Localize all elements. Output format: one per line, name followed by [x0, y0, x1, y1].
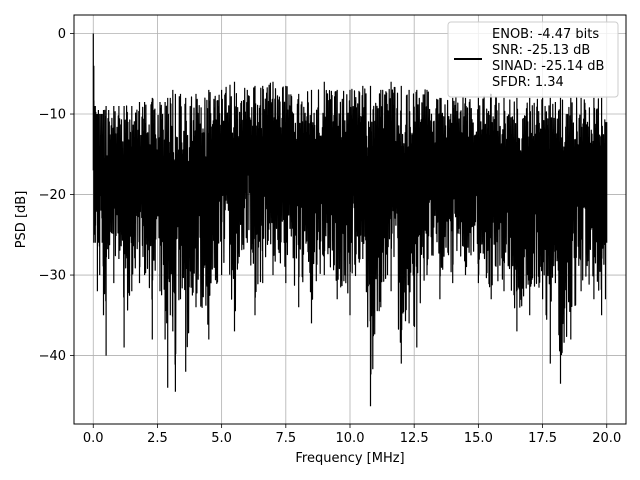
x-tick-label: 0.0: [83, 431, 104, 446]
legend-enob: ENOB: -4.47 bits: [492, 27, 599, 42]
y-tick-label: −10: [39, 108, 66, 123]
legend-box: [447, 21, 619, 98]
x-tick-label: 20.0: [592, 431, 621, 446]
y-axis-title: PSD [dB]: [14, 191, 29, 249]
x-tick-label: 5.0: [211, 431, 232, 446]
psd-series-line: [92, 33, 608, 407]
ticks: 0.0 2.5 5.0 7.5 10.0 12.5 15.0 17.5 20.0 0 −10 −20 −…: [39, 27, 622, 446]
plot-area: [92, 33, 608, 407]
legend-sinad: SINAD: -25.14 dB: [492, 59, 604, 74]
y-tick-label: −20: [39, 188, 66, 203]
legend: ENOB: -4.47 bits SNR: -25.13 dB SINAD: -…: [447, 21, 619, 98]
x-tick-label: 15.0: [464, 431, 493, 446]
x-tick-label: 2.5: [147, 431, 168, 446]
x-tick-label: 17.5: [528, 431, 557, 446]
x-tick-label: 7.5: [275, 431, 296, 446]
y-tick-label: −40: [39, 349, 66, 364]
y-tick-label: 0: [58, 27, 66, 42]
x-tick-label: 10.0: [336, 431, 365, 446]
x-axis-title: Frequency [MHz]: [295, 451, 404, 466]
legend-snr: SNR: -25.13 dB: [492, 43, 590, 58]
x-tick-label: 12.5: [400, 431, 429, 446]
y-tick-label: −30: [39, 269, 66, 284]
legend-sfdr: SFDR: 1.34: [492, 75, 564, 90]
